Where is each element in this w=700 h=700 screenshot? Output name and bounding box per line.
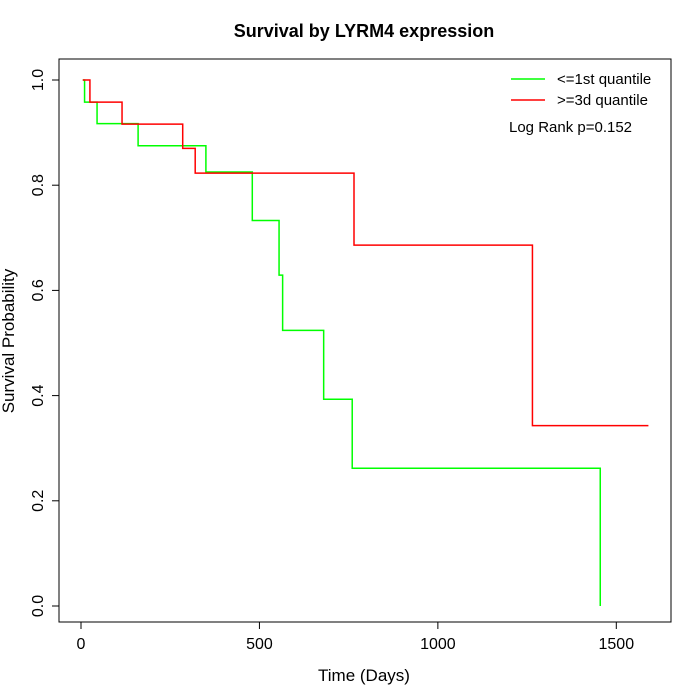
plot-frame	[58, 58, 672, 623]
y-tick-label: 1.0	[30, 69, 47, 91]
x-tick-label: 1500	[599, 636, 635, 653]
x-axis: 0 500 1000 1500	[77, 621, 635, 653]
logrank-annotation: Log Rank p=0.152	[509, 119, 632, 136]
chart-title: Survival by LYRM4 expression	[234, 21, 494, 41]
series-line	[82, 79, 649, 427]
x-tick-label: 500	[246, 636, 273, 653]
y-axis-label: Survival Probability	[0, 268, 18, 413]
y-tick-label: 0.8	[30, 174, 47, 196]
y-tick-label: 0.4	[30, 384, 47, 406]
x-tick-label: 0	[77, 636, 86, 653]
y-tick-label: 0.0	[30, 595, 47, 617]
y-tick-label: 0.6	[30, 279, 47, 301]
series-line	[82, 79, 601, 606]
legend-label: <=1st quantile	[557, 71, 651, 88]
legend: <=1st quantile >=3d quantile	[511, 71, 651, 109]
series-layer	[82, 79, 649, 606]
x-tick-label: 1000	[420, 636, 456, 653]
y-tick-label: 0.2	[30, 490, 47, 512]
y-axis: 0.0 0.2 0.4 0.6 0.8 1.0	[30, 69, 60, 617]
x-axis-label: Time (Days)	[318, 666, 410, 685]
legend-label: >=3d quantile	[557, 92, 648, 109]
